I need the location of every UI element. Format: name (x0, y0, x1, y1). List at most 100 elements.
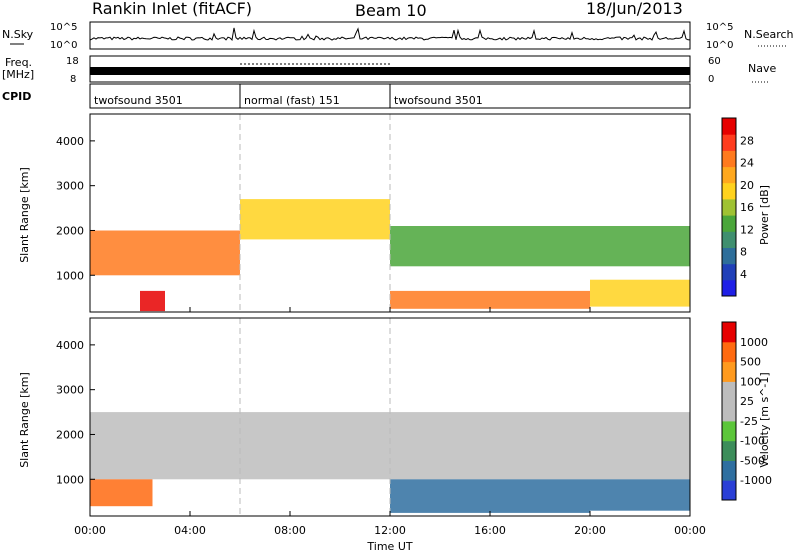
colorbar-swatch (722, 480, 736, 501)
noise-right-label: N.Search (744, 28, 794, 41)
colorbar-tick-label: 12 (740, 223, 754, 236)
cpid-segment-box (389, 83, 691, 109)
colorbar-swatch (722, 247, 736, 265)
cpid-segments: twofsound 3501 normal (fast) 151 twofsound… (89, 83, 691, 109)
y-tick-label: 1000 (56, 473, 84, 486)
velocity-panel: 1000 2000 3000 4000 Slant Range [km] 1000 50… (18, 317, 772, 517)
echo-region (90, 479, 153, 507)
noise-left-tick-bottom: 10^0 (50, 40, 77, 51)
colorbar-swatch (722, 322, 736, 343)
noise-trace (89, 27, 691, 41)
power-colorbar-label: Power [dB] (758, 185, 771, 245)
colorbar-tick-label: 16 (740, 201, 754, 214)
noise-right-tick-top: 10^5 (706, 22, 733, 33)
echo-region (390, 479, 590, 513)
velocity-y-ticks: 1000 2000 3000 4000 (56, 339, 95, 486)
colorbar-tick-label: 24 (740, 157, 754, 170)
colorbar-swatch (722, 341, 736, 363)
cpid-label: CPID (2, 90, 31, 103)
colorbar-tick-label: -500 (740, 454, 765, 467)
colorbar-tick-label: 8 (740, 246, 747, 259)
echo-region (390, 290, 590, 309)
y-tick-label: 2000 (56, 224, 84, 237)
colorbar-swatch (722, 215, 736, 232)
x-axis-label: Time UT (366, 540, 412, 553)
colorbar-tick-label: 28 (740, 134, 754, 147)
power-heatmap (90, 114, 690, 312)
freq-tick-top: 18 (66, 56, 79, 67)
colorbar-swatch (722, 231, 736, 248)
x-tick-label: 16:00 (474, 524, 506, 537)
y-tick-label: 1000 (56, 269, 84, 282)
beam-label: Beam 10 (355, 1, 427, 20)
nave-label: Nave (748, 62, 776, 75)
noise-left-tick-top: 10^5 (50, 22, 77, 33)
colorbar-frame (721, 117, 737, 297)
freq-label-top: Freq. (5, 56, 32, 69)
colorbar-swatch (722, 166, 736, 184)
x-axis-ticks: 00:00 04:00 08:00 12:00 16:00 20:00 00:00 (74, 307, 706, 537)
colorbar-tick-label: -25 (740, 415, 758, 428)
colorbar-swatch (722, 182, 736, 200)
freq-tick-bottom: 8 (70, 74, 76, 85)
x-tick-label: 20:00 (574, 524, 606, 537)
velocity-heatmap (90, 318, 690, 516)
colorbar-swatch (722, 198, 736, 216)
noise-panel-frame (89, 21, 691, 50)
echo-region (140, 290, 165, 312)
noise-panel: N.Sky 10^5 10^0 10^5 10^0 N.Search (2, 21, 794, 51)
colorbar-tick-label: -1000 (740, 474, 772, 487)
colorbar-swatch (722, 361, 736, 382)
nave-tick-bottom: 0 (708, 74, 714, 85)
y-tick-label: 4000 (56, 135, 84, 148)
colorbar-swatch (722, 263, 736, 281)
x-tick-label: 12:00 (374, 524, 406, 537)
colorbar-swatch (722, 460, 736, 481)
noise-right-tick-bottom: 10^0 (706, 40, 733, 51)
colorbar-swatch (722, 440, 736, 461)
y-tick-label: 2000 (56, 428, 84, 441)
y-tick-label: 3000 (56, 384, 84, 397)
echo-region (590, 279, 690, 307)
colorbar-swatch (722, 381, 736, 402)
x-tick-label: 00:00 (674, 524, 706, 537)
x-tick-label: 08:00 (274, 524, 306, 537)
x-tick-label: 04:00 (174, 524, 206, 537)
nave-tick-top: 60 (708, 56, 721, 67)
colorbar-tick-label: 20 (740, 179, 754, 192)
noise-trace-line (89, 27, 691, 41)
freq-panel: Freq. [MHz] 18 8 60 0 Nave (2, 55, 776, 85)
velocity-colorbar: 1000 500 100 25 -25 -100 -500 -1000 (721, 321, 772, 501)
colorbar-tick-label: 4 (740, 268, 747, 281)
cpid-segment-label: normal (fast) 151 (244, 94, 340, 107)
station-title: Rankin Inlet (fitACF) (92, 0, 252, 18)
freq-trace-band (90, 67, 690, 75)
power-y-ticks: 1000 2000 3000 4000 (56, 135, 95, 282)
date-label: 18/Jun/2013 (586, 0, 683, 18)
velocity-colorbar-label: Velocity [m s^-1] (758, 372, 771, 467)
colorbar-swatch (722, 420, 736, 442)
y-tick-label: 4000 (56, 339, 84, 352)
colorbar-tick-label: -100 (740, 435, 765, 448)
echo-region (90, 230, 240, 276)
noise-left-label: N.Sky (2, 28, 34, 41)
x-tick-label: 00:00 (74, 524, 106, 537)
freq-label-unit: [MHz] (2, 68, 34, 81)
colorbar-swatch (722, 134, 736, 151)
colorbar-tick-label: 500 (740, 356, 761, 369)
cpid-row: CPID twofsound 3501 normal (fast) 151 twof… (2, 83, 691, 109)
colorbar-swatch (722, 401, 736, 422)
echo-region (590, 479, 690, 511)
echo-region (390, 226, 690, 267)
colorbar-tick-label: 1000 (740, 336, 768, 349)
echo-region (240, 199, 390, 240)
cpid-segment-label: twofsound 3501 (94, 94, 183, 107)
colorbar-tick-label: 25 (740, 395, 754, 408)
colorbar-frame (721, 321, 737, 501)
cpid-segment-label: twofsound 3501 (394, 94, 483, 107)
colorbar-swatch (722, 150, 736, 168)
colorbar-swatch (722, 118, 736, 135)
power-panel: 1000 2000 3000 4000 Slant Range [km] 4 8 12 16… (18, 113, 771, 313)
power-y-axis-label: Slant Range [km] (18, 167, 31, 263)
